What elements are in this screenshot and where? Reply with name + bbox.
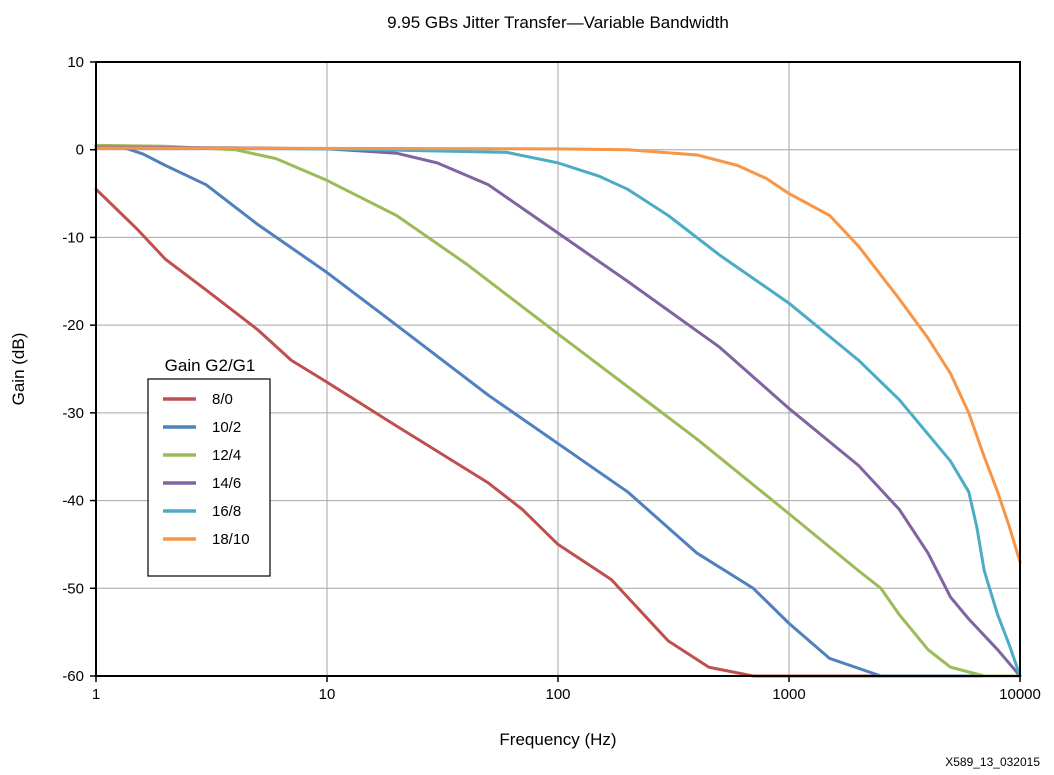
legend-box (147, 378, 271, 577)
x-tick-label: 1000 (772, 686, 805, 703)
series-line-16-8 (94, 146, 1022, 678)
y-tick-label: 0 (76, 142, 84, 159)
x-axis-label: Frequency (Hz) (499, 730, 616, 749)
chart-title: 9.95 GBs Jitter Transfer—Variable Bandwi… (387, 13, 729, 32)
legend-label: 10/2 (212, 419, 241, 436)
y-tick-label: -60 (62, 668, 84, 685)
series-line-8-0 (94, 187, 1022, 678)
legend-title: Gain G2/G1 (165, 356, 256, 375)
legend-label: 12/4 (212, 447, 241, 464)
legend: 8/0 10/2 12/4 14/6 16/8 18/10 (147, 378, 271, 577)
legend-label: 16/8 (212, 503, 241, 520)
y-tick-label: -50 (62, 580, 84, 597)
legend-label: 18/10 (212, 531, 250, 548)
y-tick-label: -30 (62, 405, 84, 422)
series-line-14-6 (94, 145, 1022, 678)
axis-layer (90, 61, 1021, 682)
y-axis-label: Gain (dB) (9, 333, 28, 406)
y-tick-label: -10 (62, 229, 84, 246)
series-line-10-2 (94, 143, 1022, 678)
x-tick-label: 1 (92, 686, 100, 703)
series-layer (94, 143, 1022, 678)
legend-label: 14/6 (212, 475, 241, 492)
y-tick-label: -40 (62, 493, 84, 510)
series-line-12-4 (94, 143, 1022, 678)
x-tick-label: 10 (319, 686, 336, 703)
legend-label: 8/0 (212, 391, 233, 408)
y-tick-label: 10 (67, 54, 84, 71)
x-tick-label: 100 (545, 686, 570, 703)
series-line-18-10 (94, 146, 1022, 564)
x-tick-label: 10000 (999, 686, 1041, 703)
y-tick-label: -20 (62, 317, 84, 334)
figure-id: X589_13_032015 (945, 755, 1040, 769)
